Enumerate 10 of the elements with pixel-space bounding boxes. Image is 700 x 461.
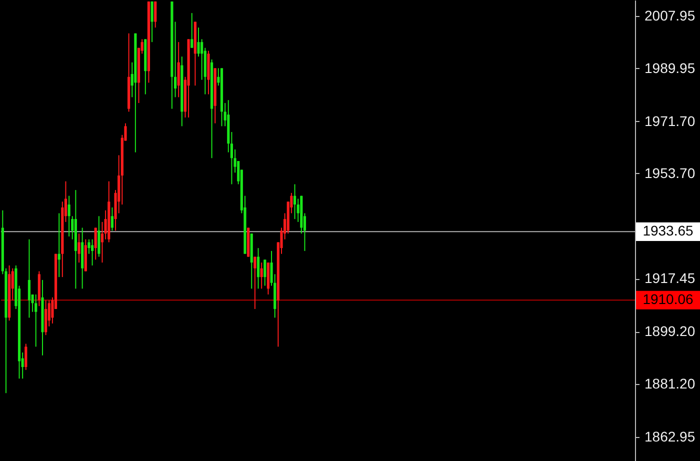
y-tick-label: 1899.20 xyxy=(644,323,696,340)
y-tick-label: 1862.95 xyxy=(644,428,696,444)
y-tick-label: 1989.95 xyxy=(644,60,696,76)
y-tick-label: 1953.70 xyxy=(644,164,696,181)
y-tick-label: 2007.95 xyxy=(644,8,696,24)
ref-line-label: 1910.06 xyxy=(642,291,694,308)
y-tick-label: 1917.45 xyxy=(644,270,696,286)
ref-line-label: 1933.65 xyxy=(642,222,694,239)
y-tick-label: 1971.70 xyxy=(644,112,696,129)
y-tick-label: 1881.20 xyxy=(644,375,696,392)
